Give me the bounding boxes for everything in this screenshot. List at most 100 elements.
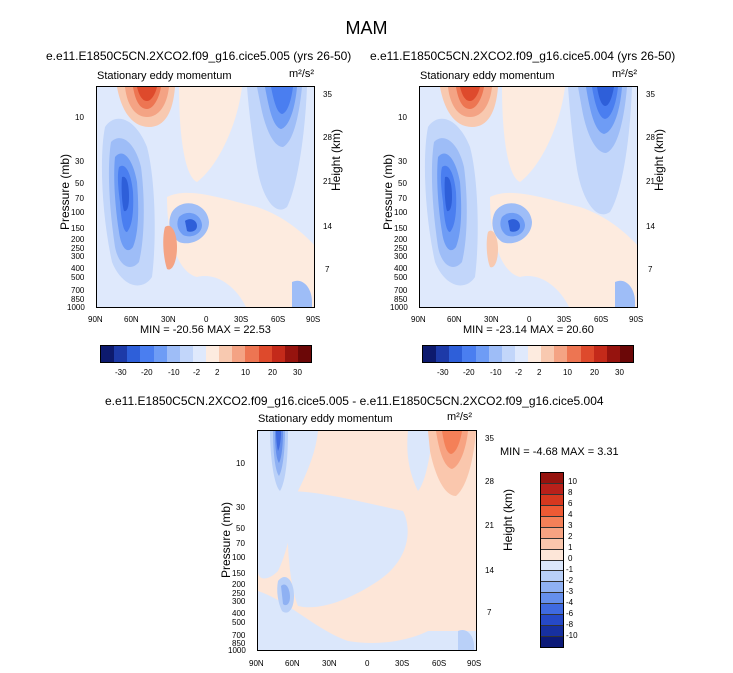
panel-2-ytick: 100 [394, 208, 408, 217]
panel-1-xtick: 90N [88, 315, 103, 324]
panel-1-htick: 7 [325, 265, 330, 274]
colorbar-label: 8 [568, 488, 573, 497]
colorbar-label: 3 [568, 521, 573, 530]
panel-2-ytick: 10 [398, 113, 407, 122]
colorbar-swatch [219, 346, 233, 362]
panel-2-ytick: 70 [398, 194, 407, 203]
panel-2-ytick: 500 [394, 273, 408, 282]
colorbar-label: 10 [568, 477, 577, 486]
panel-2-colorbar [422, 345, 634, 363]
panel-3-ylabel: Pressure (mb) [219, 502, 233, 579]
panel-3-htick: 7 [487, 608, 492, 617]
colorbar-swatch [514, 346, 528, 362]
panel-2-ylabel-right: Height (km) [652, 129, 666, 192]
panel-3-contour-plot [257, 430, 477, 651]
panel-1-htick: 14 [323, 222, 332, 231]
panel-1-ytick: 10 [75, 113, 84, 122]
panel-2-ytick: 250 [394, 244, 408, 253]
colorbar-swatch [541, 538, 563, 550]
panel-3-ytick: 1000 [228, 646, 246, 655]
panel-1-colorbar [100, 345, 312, 363]
colorbar-swatch [619, 346, 633, 362]
colorbar-swatch [541, 615, 563, 627]
panel-2-xtick: 30N [484, 315, 499, 324]
panel-2-xtick: 0 [527, 315, 532, 324]
panel-1-xtick: 30S [234, 315, 249, 324]
colorbar-swatch [541, 549, 563, 561]
colorbar-swatch [541, 571, 563, 583]
panel-1-ylabel: Pressure (mb) [58, 154, 72, 231]
colorbar-swatch [449, 346, 463, 362]
panel-3-ytick: 150 [232, 569, 246, 578]
colorbar-label: -20 [141, 368, 153, 377]
contour-neg-nh-5 [121, 176, 129, 212]
panel-3-xtick: 60S [432, 659, 447, 668]
panel-2-ytick: 850 [394, 295, 408, 304]
panel-2-minmax: MIN = -23.14 MAX = 20.60 [463, 324, 594, 336]
panel-1-htick: 28 [323, 133, 332, 142]
colorbar-label: -20 [463, 368, 475, 377]
colorbar-label: 10 [563, 368, 572, 377]
colorbar-swatch [179, 346, 193, 362]
panel-2-ytick: 150 [394, 224, 408, 233]
panel-3-htick: 21 [485, 521, 494, 530]
panel-1-ytick: 850 [71, 295, 85, 304]
colorbar-swatch [541, 637, 563, 647]
panel-3-ytick: 50 [236, 524, 245, 533]
colorbar-swatch [114, 346, 128, 362]
panel-1-xtick: 60S [271, 315, 286, 324]
panel-2-xtick: 30S [557, 315, 572, 324]
colorbar-swatch [436, 346, 450, 362]
panel-1-ytick: 300 [71, 252, 85, 261]
colorbar-label: 0 [568, 554, 573, 563]
colorbar-swatch [580, 346, 594, 362]
panel-2-ytick: 200 [394, 235, 408, 244]
colorbar-label: -6 [566, 609, 574, 618]
panel-2-contour-plot [419, 86, 638, 308]
panel-3-xtick: 60N [285, 659, 300, 668]
colorbar-label: 6 [568, 499, 573, 508]
colorbar-swatch [541, 604, 563, 616]
panel-3-ytick: 400 [232, 609, 246, 618]
colorbar-label: -10 [168, 368, 180, 377]
colorbar-swatch [475, 346, 489, 362]
panel-1-ytick: 100 [71, 208, 85, 217]
colorbar-swatch [541, 582, 563, 594]
colorbar-swatch [488, 346, 502, 362]
colorbar-swatch [541, 626, 563, 638]
panel-2-ytick: 300 [394, 252, 408, 261]
panel-3-htick: 14 [485, 566, 494, 575]
colorbar-label: -3 [566, 587, 574, 596]
colorbar-label: 30 [615, 368, 624, 377]
contour-neg-tropic-3 [185, 219, 197, 232]
colorbar-label: 1 [568, 543, 573, 552]
panel-1-xtick: 0 [204, 315, 209, 324]
colorbar-label: 2 [568, 532, 573, 541]
panel-2-htick: 14 [646, 222, 655, 231]
colorbar-swatch [462, 346, 476, 362]
panel-1-contour-plot [96, 86, 315, 308]
panel-2-ytick: 50 [398, 179, 407, 188]
colorbar-swatch [541, 560, 563, 572]
panel-1-htick: 35 [323, 90, 332, 99]
colorbar-swatch [101, 346, 115, 362]
contour-neg-sh-4 [271, 87, 293, 114]
panel-2-variable: Stationary eddy momentum [420, 70, 555, 82]
colorbar-swatch [153, 346, 167, 362]
contour-neg-nh-core-4 [276, 431, 281, 451]
panel-3-colorbar [540, 472, 564, 648]
colorbar-swatch [541, 593, 563, 605]
colorbar-label: 2 [215, 368, 220, 377]
colorbar-label: -8 [566, 620, 574, 629]
panel-2-xtick: 60S [594, 315, 609, 324]
colorbar-swatch [127, 346, 141, 362]
colorbar-label: -2 [515, 368, 523, 377]
panel-3-ytick: 850 [232, 639, 246, 648]
panel-3-ytick: 70 [236, 539, 245, 548]
colorbar-swatch [593, 346, 607, 362]
panel-3-minmax: MIN = -4.68 MAX = 3.31 [500, 446, 619, 458]
colorbar-swatch [554, 346, 568, 362]
panel-2-ytick: 700 [394, 286, 408, 295]
panel-2-ytick: 30 [398, 157, 407, 166]
colorbar-label: -30 [115, 368, 127, 377]
